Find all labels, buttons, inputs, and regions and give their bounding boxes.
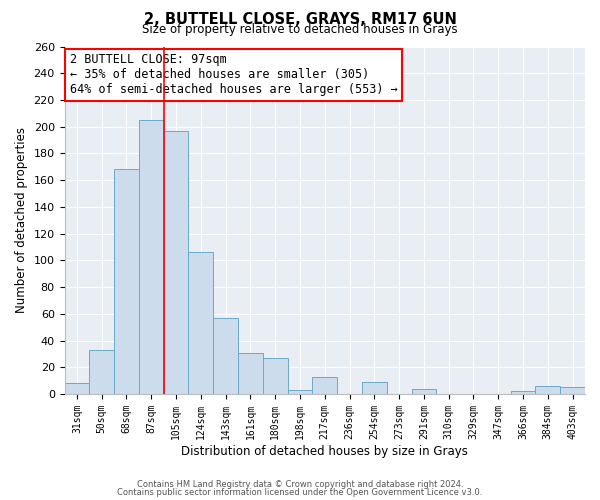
X-axis label: Distribution of detached houses by size in Grays: Distribution of detached houses by size … (181, 444, 468, 458)
Bar (213, 318, 238, 394)
Bar (511, 392, 535, 394)
Y-axis label: Number of detached properties: Number of detached properties (15, 127, 28, 313)
Bar (362, 382, 387, 394)
Bar (114, 170, 139, 394)
Text: 2 BUTTELL CLOSE: 97sqm
← 35% of detached houses are smaller (305)
64% of semi-de: 2 BUTTELL CLOSE: 97sqm ← 35% of detached… (70, 54, 397, 96)
Bar (560, 388, 585, 394)
Text: 2, BUTTELL CLOSE, GRAYS, RM17 6UN: 2, BUTTELL CLOSE, GRAYS, RM17 6UN (143, 12, 457, 28)
Bar (313, 376, 337, 394)
Bar (287, 390, 313, 394)
Text: Size of property relative to detached houses in Grays: Size of property relative to detached ho… (142, 22, 458, 36)
Bar (535, 386, 560, 394)
Bar (238, 352, 263, 394)
Bar (188, 252, 213, 394)
Bar (412, 388, 436, 394)
Bar (139, 120, 164, 394)
Bar (164, 130, 188, 394)
Bar (89, 350, 114, 394)
Bar (263, 358, 287, 394)
Text: Contains public sector information licensed under the Open Government Licence v3: Contains public sector information licen… (118, 488, 482, 497)
Bar (65, 384, 89, 394)
Text: Contains HM Land Registry data © Crown copyright and database right 2024.: Contains HM Land Registry data © Crown c… (137, 480, 463, 489)
